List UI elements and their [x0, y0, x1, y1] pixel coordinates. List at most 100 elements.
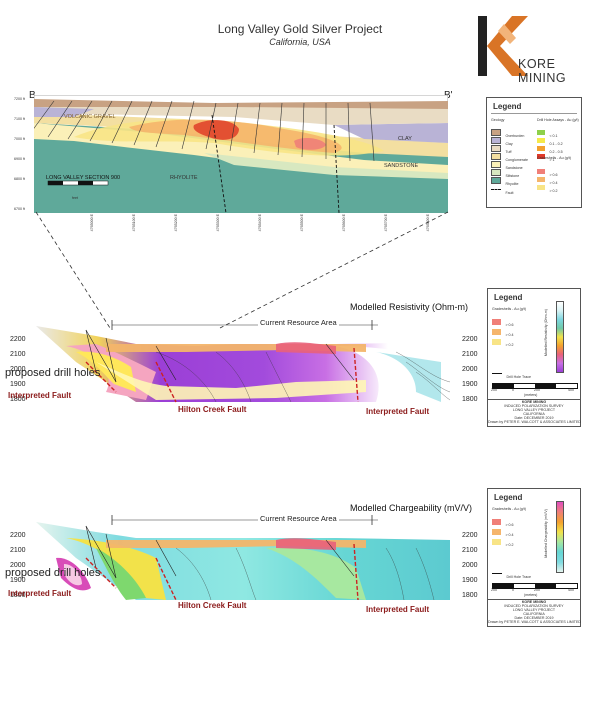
legend-title: Legend — [494, 293, 523, 302]
geology-legend: Legend Geology Overburden Clay Tuff Cong… — [486, 97, 582, 208]
gradeshell-item: > 0.4 — [537, 171, 577, 189]
gradeshell-label: > 0.2 — [505, 343, 514, 347]
swatch — [492, 528, 501, 535]
elev-tick: 1900 — [10, 577, 26, 584]
gradeshell-label: > 0.6 — [549, 173, 558, 177]
elev-tick: 7000 ft — [14, 137, 25, 141]
geology-item: Conglomerate — [491, 148, 531, 166]
elev-tick: 6900 ft — [14, 157, 25, 161]
swatch — [537, 146, 545, 152]
geology-label: Overburden — [505, 134, 525, 138]
geology-heading: Geology — [491, 118, 505, 122]
interpreted-fault-left-3: Interpreted Fault — [8, 589, 72, 598]
chargeability-elev-right: 2200 2100 2000 1900 1800 — [462, 532, 487, 602]
swatch — [491, 145, 501, 153]
scale-tick: 400 — [568, 588, 574, 592]
swatch — [492, 538, 501, 545]
swatch — [491, 129, 501, 137]
unit-label-sandstone: SANDSTONE — [384, 163, 419, 169]
fault-label: Fault — [505, 191, 514, 195]
geology-section — [34, 95, 448, 213]
elev-tick: 2000 — [10, 562, 26, 569]
legend-title: Legend — [493, 102, 522, 111]
geology-label: Tuff — [505, 150, 512, 154]
elev-tick: 2100 — [10, 351, 26, 358]
geology-item: Sandstone — [491, 156, 531, 174]
page-subtitle: California, USA — [269, 37, 331, 47]
elev-tick: 1900 — [462, 381, 478, 388]
scale-tick: 200 — [491, 588, 497, 592]
gradeshell-label: > 0.4 — [505, 333, 514, 337]
chargeability-colorbar — [556, 501, 564, 573]
assay-item: 0.2 - 0.5 — [537, 140, 577, 158]
swatch — [491, 177, 501, 185]
swatch — [491, 153, 501, 161]
swatch — [537, 177, 545, 183]
scale-bar — [492, 383, 578, 389]
kore-logo — [478, 16, 528, 76]
scale-tick: 0 — [512, 588, 514, 592]
swatch — [537, 185, 545, 191]
gradeshells-heading: Gradeshells - Au (g/t) — [492, 307, 526, 311]
gradeshell-label: > 0.6 — [505, 323, 514, 327]
interpreted-fault-right-2: Interpreted Fault — [366, 407, 430, 416]
proposed-drill-holes-label-3: proposed drill holes — [5, 567, 101, 579]
page-title: Long Valley Gold Silver Project — [217, 22, 383, 36]
gradeshell-label: > 0.4 — [549, 181, 558, 185]
elev-tick: 2200 — [462, 336, 478, 343]
assay-label: 0.2 - 0.5 — [549, 150, 563, 154]
title-block-line: LONG VALLEY PROJECT — [512, 608, 556, 612]
assay-label: 0.1 - 0.2 — [549, 142, 563, 146]
elev-tick: 2000 — [10, 366, 26, 373]
unit-label-clay: CLAY — [398, 136, 412, 142]
elev-tick: 2200 — [10, 336, 26, 343]
legend-title: Legend — [494, 493, 523, 502]
chargeability-section — [36, 522, 450, 601]
swatch — [537, 154, 545, 160]
assay-label: > 1 — [549, 158, 555, 162]
assay-item: 0.1 - 0.2 — [537, 132, 577, 150]
fault-line-icon — [491, 189, 501, 191]
resistivity-title: Modelled Resistivity (Ohm-m) — [350, 302, 469, 312]
drill-line-icon — [492, 573, 502, 575]
unit-label-rhyolite: RHYOLITE — [170, 175, 198, 181]
resistivity-legend: Legend Gradeshells - Au (g/t) > 0.6 > 0.… — [487, 288, 581, 427]
scale-bar — [492, 583, 578, 589]
title-block-line: CALIFORNIA — [523, 412, 545, 416]
section-label-left: B — [29, 90, 36, 101]
resource-area-label-2: Current Resource Area — [258, 318, 339, 327]
colorbar-label: Modelled Chargeability (mV/V) — [544, 509, 548, 558]
interpreted-fault-left-2: Interpreted Fault — [8, 391, 72, 400]
elev-tick: 6800 ft — [14, 177, 25, 181]
title-block-line: KORE MINING — [521, 600, 547, 604]
unit-label-volcanics: VOLCANIC GRAVEL — [64, 114, 116, 120]
title-block-line: INDUCED POLARIZATION SURVEY — [504, 404, 564, 408]
geology-label: Sandstone — [505, 166, 523, 170]
elev-tick: 1900 — [10, 381, 26, 388]
elev-tick: 2100 — [462, 351, 478, 358]
drill-trace-label: Drill Hole Trace — [506, 575, 532, 579]
section-label-right: B' — [444, 90, 453, 101]
gradeshell-item: > 0.6 — [537, 163, 577, 181]
resistivity-elev-left: 2200 2100 2000 1900 1800 — [10, 336, 35, 406]
chargeability-legend: Legend Gradeshells - Au (g/t) > 0.6 > 0.… — [487, 488, 581, 627]
elev-tick: 2100 — [10, 547, 26, 554]
resistivity-elev-right: 2200 2100 2000 1900 1800 — [462, 336, 487, 406]
legend-divider — [491, 113, 577, 114]
drill-trace-item: Drill Hole Trace — [492, 365, 542, 383]
elev-tick: 2000 — [462, 562, 478, 569]
elev-tick: 7100 ft — [14, 117, 25, 121]
gradeshell-label: > 0.6 — [505, 523, 514, 527]
swatch — [491, 169, 501, 177]
scale-tick: 400 — [568, 388, 574, 392]
chargeability-elev-left: 2200 2100 2000 1900 1800 — [10, 532, 35, 602]
gradeshell-item: > 0.4 — [492, 323, 532, 341]
interpreted-fault-right-3: Interpreted Fault — [366, 605, 430, 614]
swatch — [537, 130, 545, 136]
swatch — [492, 518, 501, 525]
swatch — [491, 161, 501, 169]
resistivity-section — [36, 326, 451, 403]
assays-heading: Drill Hole Assays - Au (g/t) — [537, 118, 579, 122]
swatch — [537, 138, 545, 144]
